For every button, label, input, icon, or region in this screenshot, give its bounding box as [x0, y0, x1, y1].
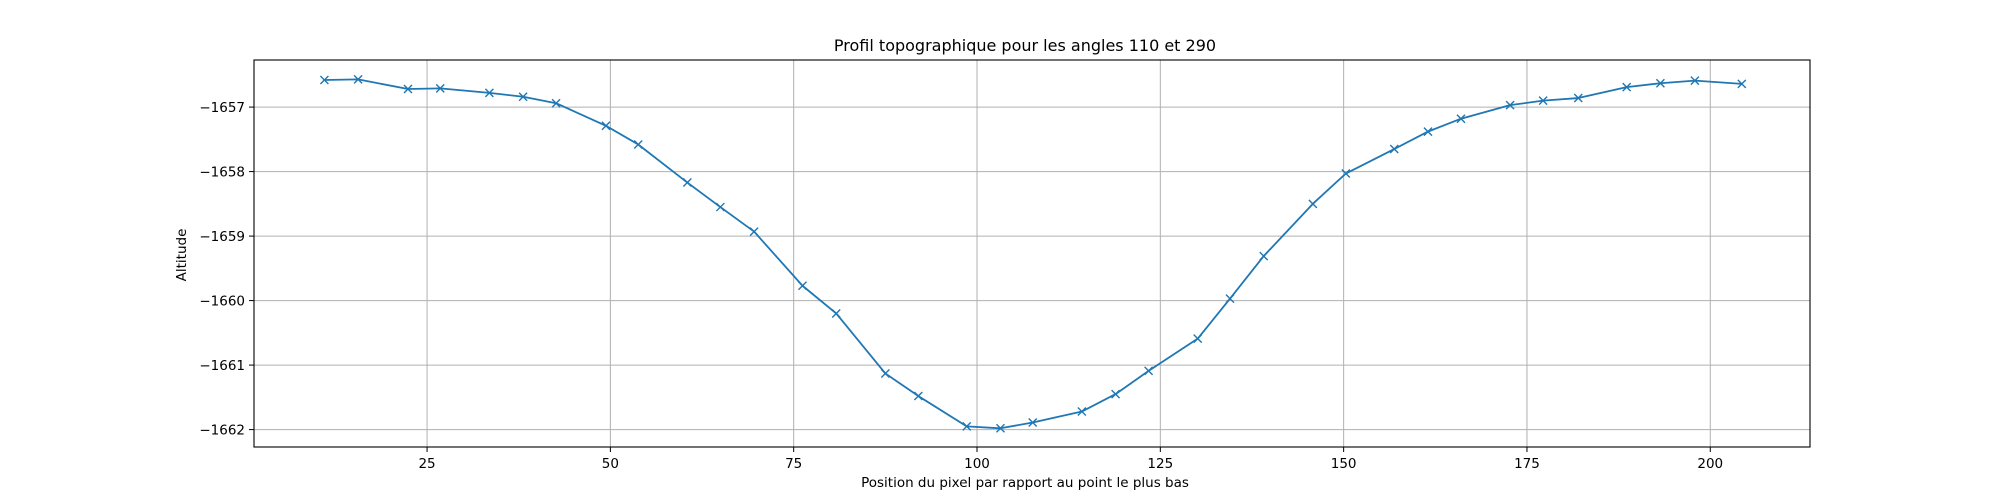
marker-stroke	[1423, 127, 1433, 137]
data-point-marker	[1111, 389, 1121, 399]
data-point-marker	[880, 368, 890, 378]
marker-stroke	[1538, 96, 1548, 106]
marker-stroke	[913, 391, 923, 401]
data-point-marker	[1225, 294, 1235, 304]
data-point-marker	[1538, 96, 1548, 106]
marker-stroke	[1737, 79, 1747, 89]
marker-stroke	[319, 75, 329, 85]
data-point-marker	[1505, 100, 1515, 110]
data-point-marker	[831, 308, 841, 318]
marker-stroke	[749, 227, 759, 237]
data-point-marker	[1389, 144, 1399, 154]
marker-stroke	[1077, 407, 1087, 417]
data-point-marker	[1308, 199, 1318, 209]
y-tick-label: −1659	[199, 229, 245, 245]
data-point-marker	[1341, 169, 1351, 179]
y-tick-label: −1657	[199, 100, 245, 116]
data-point-marker	[1423, 127, 1433, 137]
data-point-marker	[319, 75, 329, 85]
data-point-marker	[518, 92, 528, 102]
data-point-marker	[1028, 417, 1038, 427]
marker-stroke	[1259, 251, 1269, 261]
marker-stroke	[1144, 366, 1154, 376]
data-point-marker	[1456, 114, 1466, 124]
marker-stroke	[435, 83, 445, 93]
chart-title: Profil topographique pour les angles 110…	[834, 36, 1216, 55]
marker-stroke	[353, 74, 363, 84]
marker-stroke	[1505, 100, 1515, 110]
y-tick-label: −1661	[199, 358, 245, 374]
data-point-marker	[749, 227, 759, 237]
data-point-marker	[551, 98, 561, 108]
data-point-marker	[633, 140, 643, 149]
data-point-marker	[353, 74, 363, 84]
marker-stroke	[1341, 169, 1351, 179]
data-point-marker	[1737, 79, 1747, 89]
marker-stroke	[1028, 417, 1038, 427]
marker-stroke	[1308, 199, 1318, 209]
marker-stroke	[1456, 114, 1466, 124]
data-point-marker	[962, 421, 972, 431]
marker-stroke	[633, 140, 643, 149]
marker-stroke	[484, 88, 494, 98]
marker-stroke	[1573, 93, 1583, 103]
marker-stroke	[1655, 78, 1665, 88]
data-point-marker	[797, 281, 807, 291]
marker-stroke	[1193, 334, 1203, 344]
marker-stroke	[1389, 144, 1399, 154]
x-axis-label: Position du pixel par rapport au point l…	[861, 475, 1189, 491]
x-tick-label: 50	[602, 456, 619, 472]
data-point-marker	[1573, 93, 1583, 103]
x-tick-label: 200	[1697, 456, 1723, 472]
y-tick-label: −1660	[199, 294, 245, 310]
data-point-marker	[682, 178, 692, 188]
data-point-marker	[1655, 78, 1665, 88]
marker-stroke	[1690, 76, 1700, 86]
marker-stroke	[1622, 82, 1632, 92]
marker-stroke	[995, 423, 1005, 433]
axes: 25 50 75 100 125 150 175 200 −1657 −1658 −1659 −166…	[199, 100, 1723, 472]
marker-stroke	[1225, 294, 1235, 304]
marker-stroke	[403, 84, 413, 94]
data-point-marker	[1259, 251, 1269, 261]
marker-stroke	[601, 121, 611, 131]
marker-stroke	[551, 98, 561, 108]
data-point-marker	[1622, 82, 1632, 92]
x-tick-label: 175	[1514, 456, 1540, 472]
data-point-marker	[715, 202, 725, 212]
data-point-marker	[435, 83, 445, 93]
data-point-marker	[1077, 407, 1087, 417]
plot-area	[319, 74, 1747, 433]
data-point-marker	[1144, 366, 1154, 376]
marker-stroke	[682, 178, 692, 188]
grid	[254, 60, 1810, 447]
marker-stroke	[831, 308, 841, 318]
x-tick-label: 100	[964, 456, 990, 472]
marker-stroke	[715, 202, 725, 212]
marker-stroke	[797, 281, 807, 291]
y-axis-label: Altitude	[174, 229, 190, 282]
marker-stroke	[962, 421, 972, 431]
data-point-marker	[1690, 76, 1700, 86]
marker-stroke	[880, 368, 890, 378]
marker-stroke	[518, 92, 528, 102]
x-tick-label: 125	[1147, 456, 1173, 472]
x-tick-label: 150	[1331, 456, 1357, 472]
plot-frame	[253, 59, 1811, 448]
x-tick-label: 25	[418, 456, 435, 472]
data-point-marker	[403, 84, 413, 94]
data-point-marker	[601, 121, 611, 131]
data-point-marker	[913, 391, 923, 401]
data-point-marker	[484, 88, 494, 98]
x-tick-label: 75	[785, 456, 802, 472]
data-point-marker	[1193, 334, 1203, 344]
y-tick-label: −1662	[199, 423, 245, 439]
y-tick-label: −1658	[199, 165, 245, 181]
data-point-marker	[995, 423, 1005, 433]
marker-stroke	[1111, 389, 1121, 399]
